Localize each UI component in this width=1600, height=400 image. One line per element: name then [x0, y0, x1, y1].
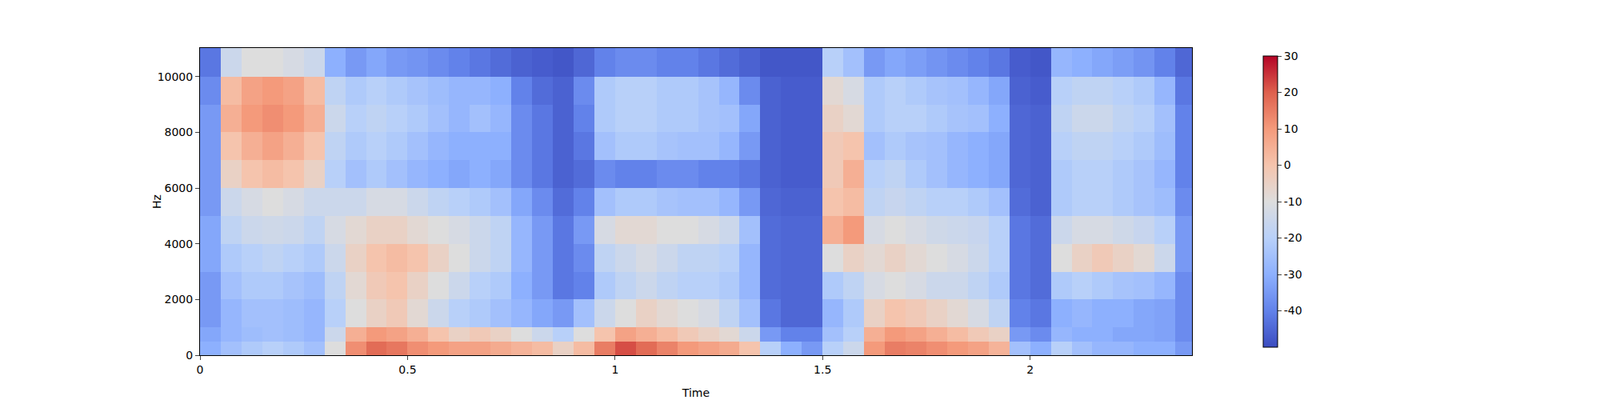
svg-text:Time: Time	[681, 386, 710, 400]
svg-text:2000: 2000	[164, 292, 194, 306]
svg-text:10: 10	[1284, 122, 1299, 136]
svg-text:2: 2	[1026, 363, 1034, 376]
svg-text:20: 20	[1284, 85, 1299, 99]
svg-text:0.5: 0.5	[398, 363, 416, 376]
svg-text:6000: 6000	[164, 181, 194, 195]
svg-text:0: 0	[185, 348, 193, 362]
svg-text:-40: -40	[1284, 304, 1303, 317]
svg-text:Hz: Hz	[150, 194, 164, 209]
svg-text:0: 0	[1284, 158, 1292, 172]
svg-text:8000: 8000	[164, 125, 194, 139]
svg-text:0: 0	[196, 363, 204, 376]
svg-text:1.5: 1.5	[813, 363, 832, 376]
svg-text:30: 30	[1284, 49, 1299, 63]
svg-text:-20: -20	[1284, 231, 1303, 244]
svg-text:4000: 4000	[164, 237, 194, 251]
svg-text:-30: -30	[1284, 268, 1303, 281]
svg-text:10000: 10000	[157, 70, 194, 84]
svg-text:1: 1	[611, 363, 619, 376]
svg-text:-10: -10	[1284, 195, 1303, 208]
